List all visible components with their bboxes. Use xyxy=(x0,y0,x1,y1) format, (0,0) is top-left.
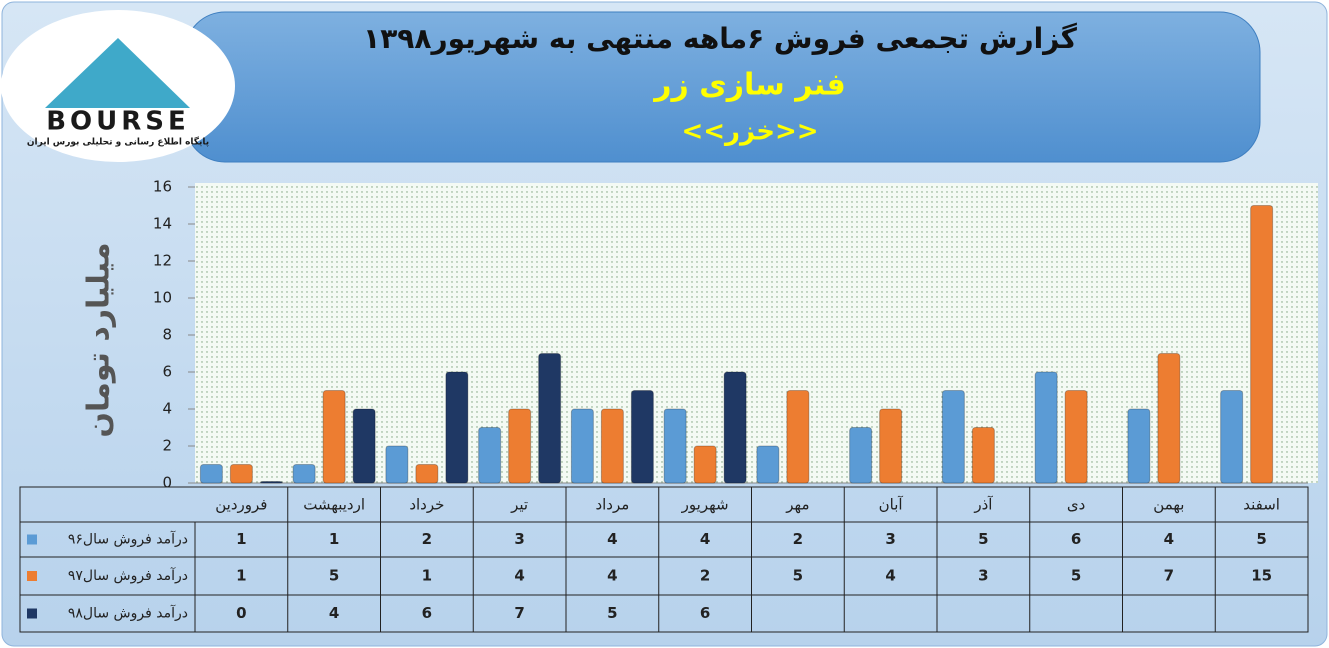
bar xyxy=(352,408,376,484)
legend-label: درآمد فروش سال۹۷ xyxy=(68,567,188,584)
table-value: 7 xyxy=(1164,567,1174,585)
x-tick-label: فروردین xyxy=(215,496,267,514)
bar xyxy=(538,353,562,484)
bar xyxy=(415,464,439,484)
bar xyxy=(879,408,903,484)
x-tick-label: آبان xyxy=(879,496,904,514)
table-value: 4 xyxy=(329,604,339,622)
table-value: 1 xyxy=(329,530,339,548)
chart-title: گزارش تجمعی فروش ۶ماهه منتهی به شهریور۱۳… xyxy=(363,22,1077,55)
y-tick-label: 8 xyxy=(162,326,172,344)
table-value: 3 xyxy=(514,530,524,548)
x-tick-label: آذر xyxy=(973,496,993,514)
table-value: 5 xyxy=(329,567,339,585)
bar xyxy=(445,371,469,484)
bar xyxy=(322,390,346,484)
x-tick-label: خرداد xyxy=(409,496,444,514)
table-value: 4 xyxy=(514,567,524,585)
x-tick-label: اردیبهشت xyxy=(303,496,365,514)
bar xyxy=(199,464,223,484)
chart-subtitle: فنر سازی زر xyxy=(652,68,846,103)
table-value: 1 xyxy=(422,567,432,585)
bar xyxy=(508,408,532,484)
table-value: 3 xyxy=(885,530,895,548)
bar xyxy=(259,481,283,484)
bar xyxy=(723,371,747,484)
table-value: 2 xyxy=(700,567,710,585)
table-value: 15 xyxy=(1251,567,1272,585)
table-value: 4 xyxy=(607,567,617,585)
legend-swatch xyxy=(27,608,37,619)
bar xyxy=(1220,390,1244,484)
table-value: 3 xyxy=(978,567,988,585)
x-tick-label: بهمن xyxy=(1153,496,1184,514)
x-tick-label: مهر xyxy=(785,496,809,514)
bar xyxy=(971,427,995,484)
table-value: 4 xyxy=(700,530,710,548)
logo-name: BOURSE xyxy=(46,107,190,137)
x-tick-label: مرداد xyxy=(595,496,629,514)
annotation: <<خزر>> xyxy=(681,117,818,147)
y-tick-label: 6 xyxy=(162,363,172,381)
table-value: 1 xyxy=(236,567,246,585)
y-tick-label: 2 xyxy=(162,437,172,455)
table-value: 6 xyxy=(422,604,432,622)
y-tick-label: 0 xyxy=(162,474,172,492)
legend-label: درآمد فروش سال۹۶ xyxy=(68,531,188,548)
y-tick-label: 12 xyxy=(153,252,172,270)
x-tick-label: دی xyxy=(1067,496,1085,514)
table-value: 0 xyxy=(236,604,246,622)
table-value: 5 xyxy=(793,567,803,585)
table-value: 4 xyxy=(607,530,617,548)
legend-swatch xyxy=(27,571,37,581)
x-tick-label: اسفند xyxy=(1243,496,1280,514)
bar xyxy=(229,464,253,484)
table-value: 5 xyxy=(978,530,988,548)
table-value: 2 xyxy=(793,530,803,548)
legend-label: درآمد فروش سال۹۸ xyxy=(68,605,188,622)
bar xyxy=(600,408,624,484)
bar xyxy=(941,390,965,484)
bar xyxy=(570,408,594,484)
bar xyxy=(756,445,780,484)
bar xyxy=(1064,390,1088,484)
table-value: 7 xyxy=(514,604,524,622)
logo-icon xyxy=(45,38,190,108)
bar xyxy=(478,427,502,484)
bar xyxy=(385,445,409,484)
table-value: 4 xyxy=(1164,530,1174,548)
bar xyxy=(630,390,654,484)
bar xyxy=(849,427,873,484)
table-value: 6 xyxy=(700,604,710,622)
logo-tagline: پایگاه اطلاع رسانی و تحلیلی بورس ایران xyxy=(27,136,209,148)
bar xyxy=(292,464,316,484)
bar xyxy=(1034,371,1058,484)
table-value: 4 xyxy=(885,567,895,585)
data-table xyxy=(19,486,1309,633)
x-tick-label: شهریور xyxy=(681,496,729,514)
table-value: 2 xyxy=(422,530,432,548)
bar xyxy=(1250,205,1274,484)
y-tick-label: 10 xyxy=(153,289,172,307)
table-value: 1 xyxy=(236,530,246,548)
bar xyxy=(663,408,687,484)
table-value: 5 xyxy=(1071,567,1081,585)
table-value: 5 xyxy=(1256,530,1266,548)
table-value: 5 xyxy=(607,604,617,622)
bar xyxy=(693,445,717,484)
y-axis-label: میلیارد تومان xyxy=(82,242,117,437)
y-tick-label: 4 xyxy=(162,400,172,418)
x-tick-label: تیر xyxy=(510,496,528,514)
table-value: 6 xyxy=(1071,530,1081,548)
bar xyxy=(786,390,810,484)
legend-swatch xyxy=(27,534,37,545)
bar xyxy=(1157,353,1181,484)
bar xyxy=(1127,408,1151,484)
y-tick-label: 14 xyxy=(153,215,172,233)
y-tick-label: 16 xyxy=(153,178,172,196)
